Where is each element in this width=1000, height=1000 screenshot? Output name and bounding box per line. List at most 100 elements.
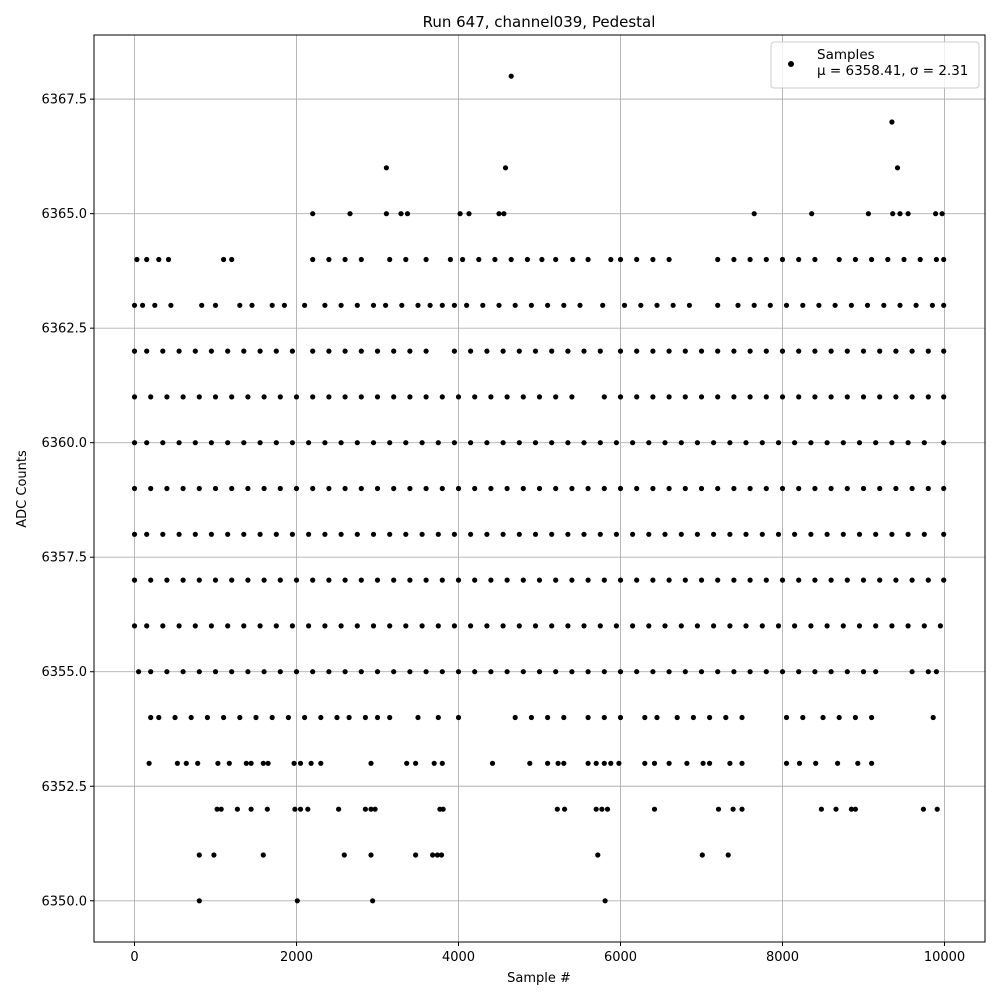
data-point bbox=[218, 806, 224, 812]
data-point bbox=[229, 256, 235, 263]
data-point bbox=[457, 211, 463, 217]
data-point bbox=[180, 669, 186, 675]
data-point bbox=[221, 714, 227, 721]
data-point bbox=[419, 623, 425, 629]
data-point bbox=[293, 394, 300, 400]
data-point bbox=[492, 256, 498, 263]
data-point bbox=[249, 302, 255, 308]
data-point bbox=[933, 211, 939, 217]
data-point bbox=[520, 394, 526, 400]
data-point bbox=[877, 348, 883, 354]
data-point bbox=[901, 256, 907, 263]
data-point bbox=[877, 577, 883, 583]
data-point bbox=[844, 669, 850, 675]
data-point bbox=[555, 760, 561, 766]
data-point bbox=[451, 531, 457, 537]
data-point bbox=[905, 531, 911, 537]
data-point bbox=[423, 348, 429, 354]
data-point bbox=[553, 394, 559, 400]
data-point bbox=[516, 440, 522, 446]
data-point bbox=[711, 623, 717, 629]
data-point bbox=[358, 485, 364, 492]
data-point bbox=[302, 302, 308, 308]
data-point bbox=[869, 256, 875, 263]
data-point bbox=[890, 211, 896, 217]
data-point bbox=[164, 485, 170, 492]
data-point bbox=[326, 485, 332, 492]
data-point bbox=[212, 577, 219, 583]
data-point bbox=[763, 256, 769, 263]
data-point bbox=[565, 348, 571, 354]
data-point bbox=[650, 348, 656, 354]
data-point bbox=[342, 394, 348, 400]
data-point bbox=[516, 348, 522, 354]
data-point bbox=[261, 577, 267, 583]
data-point bbox=[354, 531, 360, 537]
data-point bbox=[553, 669, 559, 675]
data-point bbox=[941, 302, 947, 308]
data-point bbox=[273, 623, 279, 629]
data-point bbox=[604, 806, 611, 812]
data-point bbox=[403, 440, 409, 446]
data-point bbox=[338, 531, 344, 537]
data-point bbox=[160, 440, 166, 446]
data-point bbox=[694, 531, 701, 537]
data-point bbox=[897, 302, 903, 308]
data-point bbox=[438, 852, 445, 858]
data-point bbox=[654, 714, 660, 721]
data-point bbox=[808, 623, 814, 629]
data-point bbox=[372, 806, 378, 812]
data-point bbox=[488, 577, 494, 583]
data-point bbox=[134, 256, 140, 263]
data-point bbox=[468, 440, 474, 446]
data-point bbox=[860, 394, 867, 400]
data-point bbox=[407, 577, 413, 583]
data-point bbox=[747, 577, 753, 583]
data-point bbox=[374, 714, 381, 721]
data-point bbox=[419, 531, 425, 537]
data-point bbox=[585, 256, 591, 263]
data-point bbox=[545, 714, 551, 721]
data-point bbox=[779, 256, 786, 263]
data-point bbox=[634, 669, 640, 675]
data-point bbox=[905, 211, 911, 217]
data-point bbox=[148, 485, 154, 492]
data-point bbox=[532, 348, 539, 354]
data-point bbox=[816, 302, 822, 308]
data-point bbox=[310, 577, 316, 583]
data-point bbox=[460, 256, 466, 263]
data-point bbox=[747, 394, 753, 400]
data-point bbox=[237, 302, 243, 308]
data-point bbox=[148, 577, 154, 583]
data-point bbox=[464, 302, 470, 308]
data-point bbox=[212, 485, 219, 492]
legend-marker bbox=[788, 61, 794, 67]
data-point bbox=[480, 302, 486, 308]
data-point bbox=[844, 485, 850, 492]
data-point bbox=[613, 440, 620, 446]
data-point bbox=[925, 394, 931, 400]
data-point bbox=[711, 531, 717, 537]
data-point bbox=[545, 302, 551, 308]
data-point bbox=[844, 577, 850, 583]
data-point bbox=[941, 440, 947, 446]
data-point bbox=[354, 440, 360, 446]
data-point bbox=[824, 623, 830, 629]
data-point bbox=[909, 669, 915, 675]
data-point bbox=[666, 669, 672, 675]
data-point bbox=[905, 440, 911, 446]
data-point bbox=[666, 394, 672, 400]
data-point bbox=[856, 440, 863, 446]
data-point bbox=[260, 852, 266, 858]
data-point bbox=[630, 440, 636, 446]
data-point bbox=[253, 714, 259, 721]
data-point bbox=[131, 577, 138, 583]
data-point bbox=[536, 669, 543, 675]
data-point bbox=[856, 531, 863, 537]
data-point bbox=[855, 760, 861, 766]
data-point bbox=[646, 531, 652, 537]
data-point bbox=[131, 440, 138, 446]
data-point bbox=[342, 485, 348, 492]
data-point bbox=[152, 302, 158, 308]
data-point bbox=[613, 531, 620, 537]
